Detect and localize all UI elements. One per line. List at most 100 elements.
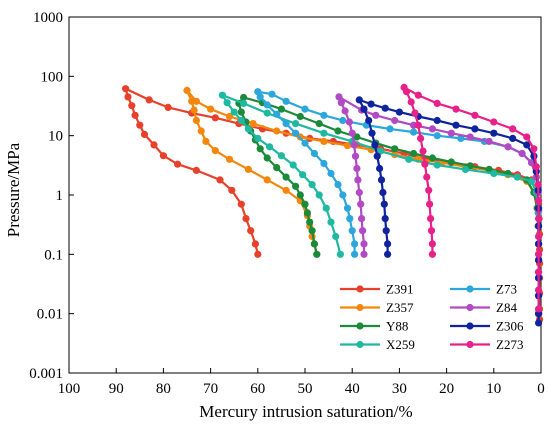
x-tick-label: 70 bbox=[203, 381, 218, 397]
data-point bbox=[256, 145, 264, 153]
data-point bbox=[320, 137, 328, 145]
data-point bbox=[225, 112, 234, 121]
data-point bbox=[535, 197, 543, 205]
data-point bbox=[376, 147, 385, 155]
data-point bbox=[306, 218, 314, 226]
data-point bbox=[268, 90, 276, 98]
data-point bbox=[535, 268, 543, 276]
data-point bbox=[372, 111, 380, 119]
data-point bbox=[428, 240, 436, 248]
data-point bbox=[131, 111, 139, 119]
data-point bbox=[395, 108, 403, 116]
data-point bbox=[301, 200, 309, 208]
plot-frame bbox=[68, 16, 542, 374]
data-point bbox=[263, 101, 271, 109]
data-point bbox=[230, 108, 238, 116]
data-point bbox=[523, 133, 531, 141]
data-point bbox=[485, 165, 493, 173]
data-point bbox=[490, 118, 498, 126]
data-point bbox=[509, 125, 517, 133]
data-point bbox=[346, 215, 354, 223]
data-point bbox=[249, 120, 257, 128]
x-tick-label: 20 bbox=[439, 381, 454, 397]
legend-swatch-marker bbox=[356, 322, 364, 330]
data-point bbox=[421, 160, 429, 168]
legend-item-z391: Z391 bbox=[340, 282, 413, 297]
data-point bbox=[518, 149, 526, 158]
data-point bbox=[433, 132, 441, 140]
data-point bbox=[263, 176, 271, 184]
data-point bbox=[417, 134, 425, 142]
data-point bbox=[192, 97, 200, 105]
axes-layer: 100 90 80 70 60 50 40 30 20 10 00.0010.010.1110100… bbox=[29, 10, 545, 397]
x-tick-label: 50 bbox=[298, 381, 313, 397]
y-tick-label: 0.001 bbox=[29, 366, 63, 382]
legend-item-z306: Z306 bbox=[450, 319, 524, 334]
data-point bbox=[405, 155, 413, 163]
data-point bbox=[411, 109, 419, 117]
data-point bbox=[377, 176, 386, 184]
legend-item-z84: Z84 bbox=[450, 300, 517, 315]
data-point bbox=[327, 218, 335, 226]
y-tick-label: 10 bbox=[48, 129, 63, 145]
data-point bbox=[303, 209, 311, 217]
data-point bbox=[237, 108, 245, 116]
y-tick-label: 0.1 bbox=[44, 247, 63, 263]
data-point bbox=[414, 121, 422, 129]
data-point bbox=[343, 204, 352, 212]
data-point bbox=[334, 127, 342, 135]
data-point bbox=[301, 139, 309, 147]
data-point bbox=[247, 227, 255, 235]
legend-label: Z357 bbox=[386, 300, 414, 315]
x-tick-label: 10 bbox=[486, 381, 501, 397]
data-point bbox=[371, 141, 379, 149]
legend-item-z273: Z273 bbox=[450, 337, 523, 352]
data-point bbox=[207, 105, 215, 113]
legend-swatch-marker bbox=[466, 285, 474, 293]
data-point bbox=[379, 188, 387, 197]
data-point bbox=[433, 116, 441, 125]
plot-area bbox=[68, 16, 542, 374]
data-point bbox=[423, 173, 431, 181]
data-point bbox=[381, 215, 389, 223]
data-point bbox=[535, 250, 543, 258]
data-point bbox=[315, 120, 323, 128]
data-point bbox=[273, 164, 281, 172]
legend: Z391 Z357 Y88 X259 Z73 Z84 Z306 Z273 bbox=[340, 282, 524, 352]
data-point bbox=[242, 215, 250, 223]
series-line bbox=[403, 86, 540, 309]
data-point bbox=[263, 154, 271, 162]
x-tick-label: 40 bbox=[345, 381, 360, 397]
data-point bbox=[504, 143, 512, 151]
legend-swatch-marker bbox=[356, 285, 364, 293]
data-point bbox=[223, 99, 231, 107]
data-point bbox=[122, 85, 130, 93]
y-tick-label: 100 bbox=[41, 69, 64, 85]
data-point bbox=[183, 86, 191, 94]
data-point bbox=[310, 149, 318, 158]
data-point bbox=[339, 116, 347, 125]
data-point bbox=[254, 134, 262, 142]
legend-swatch-marker bbox=[356, 303, 364, 312]
data-point bbox=[386, 125, 394, 133]
data-point bbox=[192, 166, 200, 174]
data-point bbox=[457, 134, 465, 142]
data-point bbox=[334, 181, 342, 189]
legend-label: Z73 bbox=[496, 282, 517, 297]
data-point bbox=[535, 232, 543, 241]
data-point bbox=[528, 159, 536, 167]
data-point bbox=[159, 152, 167, 160]
data-point bbox=[320, 159, 328, 168]
data-point bbox=[228, 186, 236, 194]
data-point bbox=[145, 96, 153, 104]
data-point bbox=[240, 93, 248, 102]
data-point bbox=[273, 127, 281, 135]
data-point bbox=[174, 160, 182, 168]
data-point bbox=[355, 96, 363, 104]
data-point bbox=[273, 110, 281, 118]
data-point bbox=[296, 191, 304, 199]
data-point bbox=[240, 99, 248, 107]
data-point bbox=[263, 109, 271, 117]
data-point bbox=[292, 182, 300, 190]
data-point bbox=[535, 305, 543, 313]
